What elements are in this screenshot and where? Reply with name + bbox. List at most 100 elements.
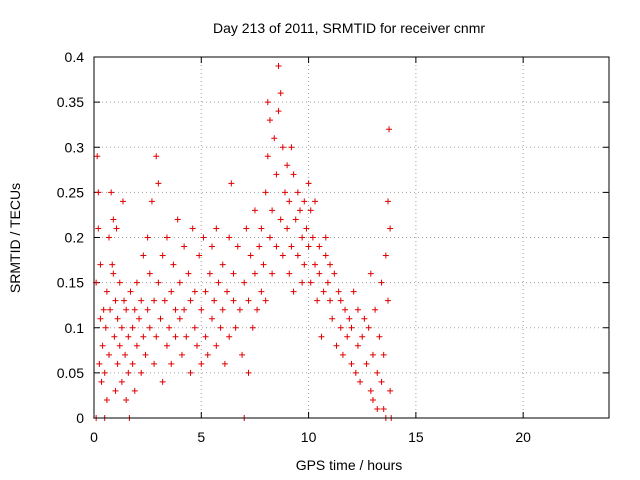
data-point (266, 234, 273, 241)
data-point (327, 297, 334, 304)
data-point (275, 108, 282, 115)
data-point (232, 324, 239, 331)
data-point (327, 261, 334, 268)
data-point (303, 225, 310, 232)
data-point (168, 360, 175, 367)
data-point (352, 369, 359, 376)
data-point (279, 252, 286, 259)
data-point (191, 324, 198, 331)
data-point (363, 360, 370, 367)
data-point (350, 288, 357, 295)
data-point (187, 297, 194, 304)
data-point (166, 324, 173, 331)
data-point (211, 297, 218, 304)
data-point (113, 225, 120, 232)
data-point (119, 198, 126, 205)
data-point (387, 387, 394, 394)
y-tick-label: 0.3 (65, 139, 85, 155)
data-point (110, 216, 117, 223)
data-point (378, 378, 385, 385)
data-point (125, 333, 132, 340)
data-point (266, 117, 273, 124)
data-point (123, 396, 130, 403)
data-point (236, 306, 243, 313)
data-point (301, 198, 308, 205)
data-point (131, 306, 138, 313)
data-point (262, 189, 269, 196)
data-point (284, 225, 291, 232)
data-point (129, 360, 136, 367)
data-point (102, 324, 109, 331)
data-point (226, 234, 233, 241)
data-point (348, 324, 355, 331)
data-point (309, 234, 316, 241)
data-point (299, 234, 306, 241)
data-point (380, 351, 387, 358)
data-point (118, 324, 125, 331)
data-point (277, 216, 284, 223)
data-point (181, 306, 188, 313)
data-point (125, 369, 132, 376)
data-point (374, 369, 381, 376)
data-point (176, 315, 183, 322)
data-point (337, 297, 344, 304)
data-point (109, 261, 116, 268)
axis-ticks: 0 0.05 0.1 0.15 0.2 0.25 0.3 0.35 0.4 0 5 10 15 20 (57, 49, 609, 445)
data-point (112, 387, 119, 394)
data-point (122, 351, 129, 358)
data-point (305, 180, 312, 187)
data-point (114, 315, 121, 322)
data-point (335, 288, 342, 295)
data-point (202, 288, 209, 295)
data-point (344, 333, 351, 340)
data-point (241, 279, 248, 286)
data-point (133, 279, 140, 286)
data-point (129, 324, 136, 331)
data-point (178, 351, 185, 358)
data-point (94, 153, 101, 160)
data-point (97, 261, 104, 268)
data-point (176, 279, 183, 286)
data-point (144, 306, 151, 313)
data-point (286, 198, 293, 205)
data-point (153, 333, 160, 340)
x-tick-label: 20 (515, 429, 531, 445)
data-point (155, 180, 162, 187)
data-point (189, 225, 196, 232)
plot-frame (93, 56, 610, 419)
data-point (98, 378, 105, 385)
data-point (215, 279, 222, 286)
data-point (230, 270, 237, 277)
data-point (131, 387, 138, 394)
data-point (106, 351, 113, 358)
data-point (286, 270, 293, 277)
data-point (258, 288, 265, 295)
chart-title: Day 213 of 2011, SRMTID for receiver cnm… (213, 20, 485, 36)
data-point (322, 252, 329, 259)
data-point (260, 261, 267, 268)
data-point (144, 234, 151, 241)
data-point (331, 270, 338, 277)
data-point (146, 324, 153, 331)
data-point (329, 315, 336, 322)
data-point (307, 279, 314, 286)
data-point (172, 306, 179, 313)
data-point (127, 288, 134, 295)
data-point (369, 351, 376, 358)
data-point (264, 153, 271, 160)
data-point (290, 171, 297, 178)
data-point (217, 324, 224, 331)
data-point (108, 189, 115, 196)
data-point (95, 189, 102, 196)
data-point (228, 180, 235, 187)
data-point (140, 333, 147, 340)
data-point (103, 288, 110, 295)
data-point (181, 243, 188, 250)
x-tick-label: 15 (408, 429, 424, 445)
data-point (273, 243, 280, 250)
data-point (221, 360, 228, 367)
data-point (376, 333, 383, 340)
data-point (151, 360, 158, 367)
data-point (346, 315, 353, 322)
